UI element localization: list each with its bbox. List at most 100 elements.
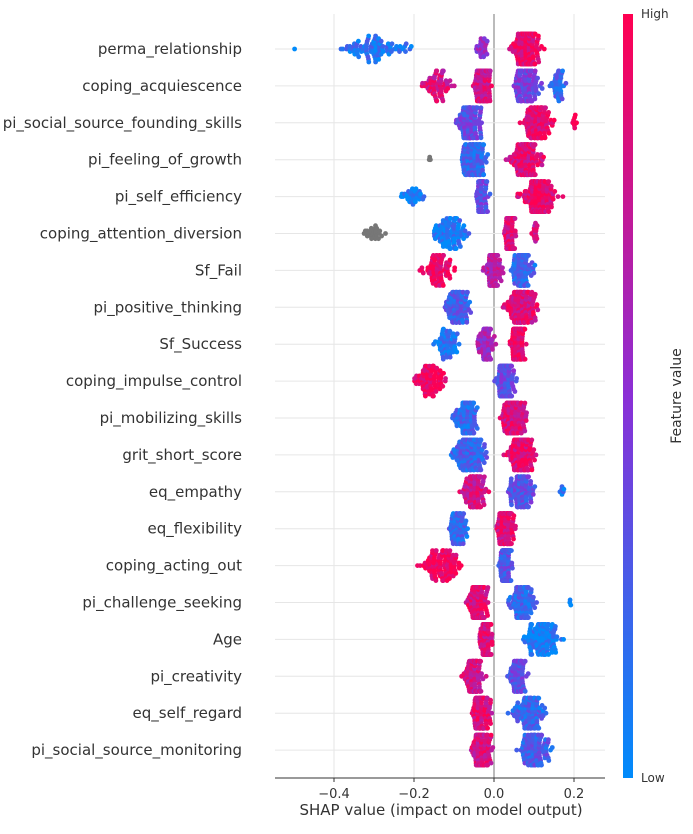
data-point bbox=[467, 231, 472, 236]
data-point bbox=[522, 429, 527, 434]
data-point bbox=[562, 487, 567, 492]
data-point bbox=[526, 504, 531, 509]
data-point bbox=[509, 548, 514, 553]
data-point bbox=[514, 376, 519, 381]
data-point bbox=[535, 236, 540, 241]
data-point bbox=[535, 76, 540, 81]
data-point bbox=[535, 308, 540, 313]
data-point bbox=[568, 603, 573, 608]
data-point bbox=[479, 438, 484, 443]
data-point bbox=[468, 310, 473, 315]
data-point bbox=[482, 442, 487, 447]
data-point bbox=[574, 120, 579, 125]
data-point bbox=[448, 276, 453, 281]
data-point bbox=[481, 142, 486, 147]
data-point bbox=[533, 318, 538, 323]
data-point bbox=[490, 632, 495, 637]
data-point bbox=[481, 172, 486, 177]
data-point bbox=[524, 418, 529, 423]
data-point bbox=[485, 39, 490, 44]
data-point bbox=[488, 69, 493, 74]
data-point bbox=[536, 60, 541, 65]
data-point bbox=[448, 258, 453, 263]
data-point bbox=[448, 548, 453, 553]
data-point bbox=[540, 86, 545, 91]
data-point bbox=[509, 476, 514, 481]
data-point bbox=[523, 401, 528, 406]
data-point bbox=[413, 199, 418, 204]
data-point bbox=[509, 364, 514, 369]
data-point bbox=[489, 622, 494, 627]
data-point bbox=[390, 41, 395, 46]
data-point bbox=[531, 492, 536, 497]
data-point bbox=[513, 234, 518, 239]
data-point bbox=[551, 197, 556, 202]
data-point bbox=[409, 44, 414, 49]
data-point bbox=[509, 394, 514, 399]
data-point bbox=[528, 479, 533, 484]
data-point bbox=[465, 290, 470, 295]
data-point bbox=[441, 283, 446, 288]
data-point bbox=[553, 650, 558, 655]
data-point bbox=[539, 81, 544, 86]
data-point bbox=[532, 458, 537, 463]
data-point bbox=[509, 541, 514, 546]
data-point bbox=[560, 69, 565, 74]
data-point bbox=[482, 474, 487, 479]
data-point bbox=[434, 99, 439, 104]
data-point bbox=[379, 39, 384, 44]
data-point bbox=[531, 595, 536, 600]
data-point bbox=[526, 474, 531, 479]
data-point bbox=[448, 246, 453, 251]
data-point bbox=[452, 265, 457, 270]
data-point bbox=[549, 184, 554, 189]
data-point bbox=[533, 69, 538, 74]
data-point bbox=[381, 49, 386, 54]
data-point bbox=[443, 376, 448, 381]
data-point bbox=[464, 320, 469, 325]
data-point bbox=[532, 271, 537, 276]
data-point bbox=[534, 600, 539, 605]
data-point bbox=[560, 97, 565, 102]
data-point bbox=[510, 566, 515, 571]
data-point bbox=[526, 615, 531, 620]
data-point bbox=[513, 229, 518, 234]
data-point bbox=[535, 223, 540, 228]
data-point bbox=[452, 84, 457, 89]
data-point bbox=[441, 253, 446, 258]
data-point bbox=[467, 300, 472, 305]
data-point bbox=[495, 283, 500, 288]
data-point bbox=[366, 34, 371, 39]
data-point bbox=[501, 271, 506, 276]
data-point bbox=[549, 205, 554, 210]
data-point bbox=[486, 489, 491, 494]
data-point bbox=[568, 598, 573, 603]
data-point bbox=[441, 371, 446, 376]
data-point bbox=[529, 611, 534, 616]
data-point bbox=[561, 194, 566, 199]
data-point bbox=[543, 105, 548, 110]
data-point bbox=[553, 624, 558, 629]
data-point bbox=[404, 41, 409, 46]
data-point bbox=[532, 605, 537, 610]
data-point bbox=[484, 450, 489, 455]
data-point bbox=[541, 155, 546, 160]
data-point bbox=[479, 105, 484, 110]
data-point bbox=[453, 571, 458, 576]
data-point bbox=[403, 49, 408, 54]
data-point bbox=[526, 283, 531, 288]
data-point bbox=[485, 52, 490, 57]
data-point bbox=[489, 652, 494, 657]
data-point bbox=[533, 97, 538, 102]
data-point bbox=[556, 194, 561, 199]
data-point bbox=[441, 69, 446, 74]
data-point bbox=[465, 526, 470, 531]
data-point bbox=[573, 113, 578, 118]
data-point bbox=[555, 634, 560, 639]
data-point bbox=[488, 327, 493, 332]
data-point bbox=[461, 541, 466, 546]
data-point bbox=[422, 194, 427, 199]
data-point bbox=[434, 389, 439, 394]
data-point bbox=[292, 47, 297, 52]
data-point bbox=[524, 410, 529, 415]
